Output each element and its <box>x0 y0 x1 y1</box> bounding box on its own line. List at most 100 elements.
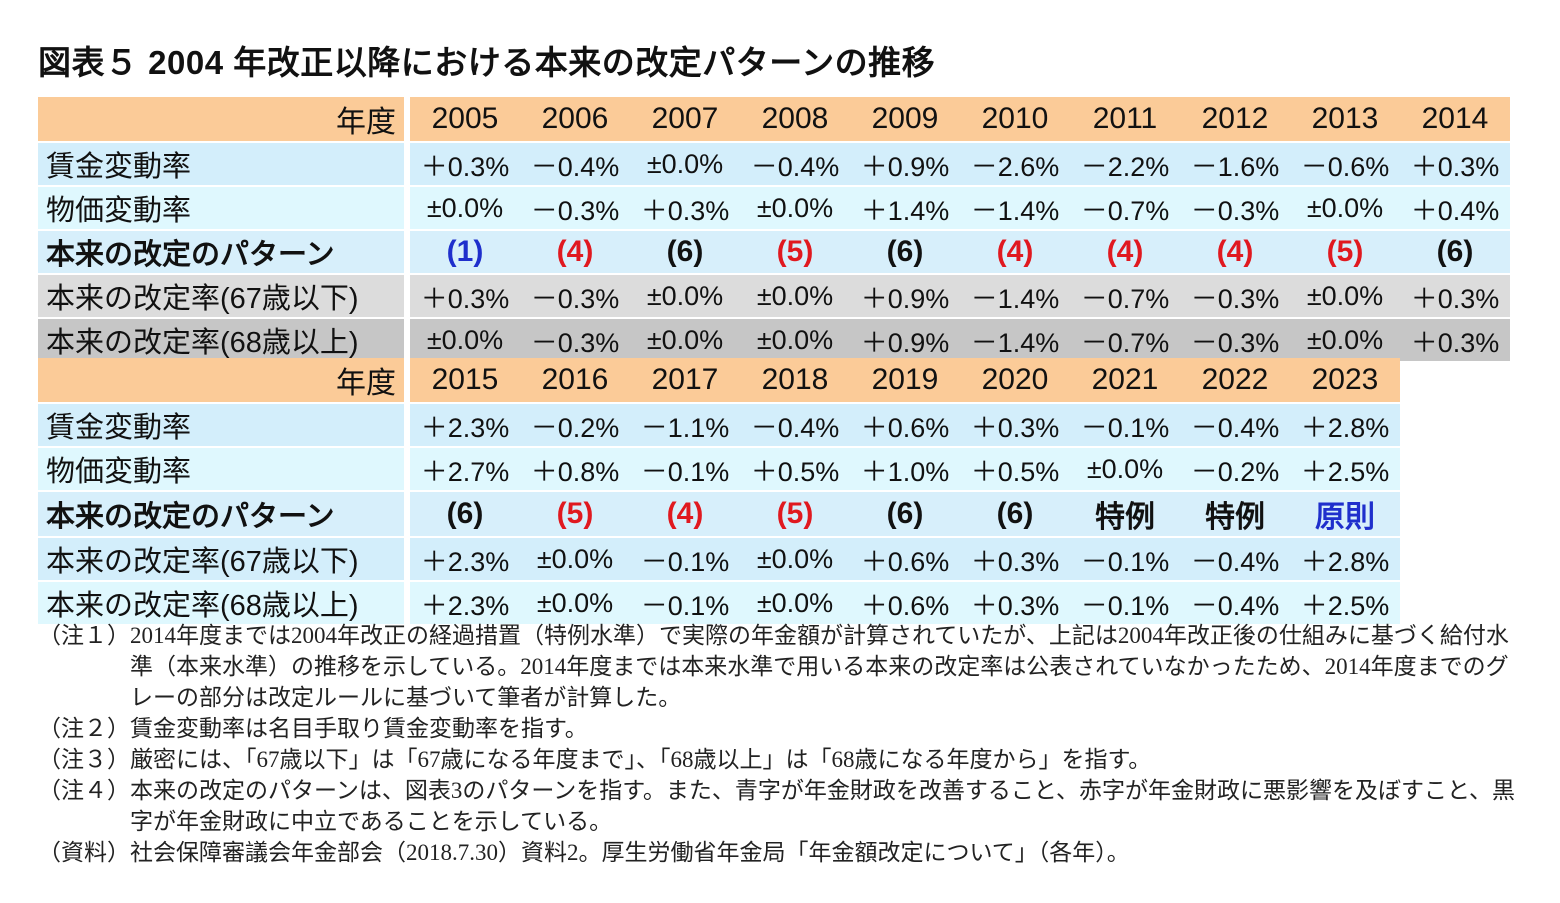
value-cell: ±0.0% <box>520 538 630 582</box>
value-cell: ±0.0% <box>410 187 520 231</box>
value-cell: (5) <box>520 492 630 538</box>
value-cell: (4) <box>960 231 1070 275</box>
wage-change-row: 賃金変動率 ＋2.3% －0.2% －1.1% －0.4% ＋0.6% ＋0.3% －0.1%… <box>38 404 1400 448</box>
year-cell: 2007 <box>630 97 740 143</box>
value-cell: －0.2% <box>520 404 630 448</box>
price-change-row: 物価変動率 ±0.0% －0.3% ＋0.3% ±0.0% ＋1.4% －1.4% －0.7%… <box>38 187 1510 231</box>
year-cell: 2010 <box>960 97 1070 143</box>
note-item: （注２） 賃金変動率は名目手取り賃金変動率を指す。 <box>38 713 1518 744</box>
value-cell: ＋2.7% <box>410 448 520 492</box>
value-cell: ±0.0% <box>520 582 630 626</box>
value-cell: (1) <box>410 231 520 275</box>
value-cell: (5) <box>740 492 850 538</box>
year-cell: 2015 <box>410 358 520 404</box>
price-change-row: 物価変動率 ＋2.7% ＋0.8% －0.1% ＋0.5% ＋1.0% ＋0.5% ±0.0%… <box>38 448 1400 492</box>
value-cell: －0.4% <box>520 143 630 187</box>
value-cell: ＋0.5% <box>960 448 1070 492</box>
year-header-row: 年度 2015 2016 2017 2018 2019 2020 2021 2022 2023 <box>38 358 1400 404</box>
note-item: （注３） 厳密には、「67歳以下」は「67歳になる年度まで」、「68歳以上」は「6… <box>38 744 1518 775</box>
value-cell: 特例 <box>1180 492 1290 538</box>
value-cell: ＋2.3% <box>410 582 520 626</box>
year-cell: 2018 <box>740 358 850 404</box>
value-cell: ±0.0% <box>740 187 850 231</box>
note-item: （注４） 本来の改定のパターンは、図表3のパターンを指す。また、青字が年金財政を改… <box>38 775 1518 837</box>
figure-title: 図表５ 2004 年改正以降における本来の改定パターンの推移 <box>38 44 936 81</box>
value-cell: (4) <box>1070 231 1180 275</box>
value-cell: －0.3% <box>520 187 630 231</box>
value-cell: 特例 <box>1070 492 1180 538</box>
row-label: 本来の改定のパターン <box>38 231 410 275</box>
value-cell: －0.3% <box>1180 275 1290 319</box>
note-tag: （注２） <box>38 716 130 741</box>
year-cell: 2019 <box>850 358 960 404</box>
value-cell: ＋0.9% <box>850 319 960 363</box>
row-label: 年度 <box>38 358 410 404</box>
row-label: 本来の改定のパターン <box>38 492 410 538</box>
note-text: 賃金変動率は名目手取り賃金変動率を指す。 <box>130 716 588 741</box>
value-cell: (4) <box>630 492 740 538</box>
revision-rate-67-row: 本来の改定率(67歳以下) ＋0.3% －0.3% ±0.0% ±0.0% ＋0.9% －1… <box>38 275 1510 319</box>
pension-table-2015-2023: 年度 2015 2016 2017 2018 2019 2020 2021 2022 2023 賃金… <box>38 358 1400 626</box>
year-cell: 2016 <box>520 358 630 404</box>
value-cell: ＋2.3% <box>410 404 520 448</box>
value-cell: －0.2% <box>1180 448 1290 492</box>
value-cell: ±0.0% <box>740 319 850 363</box>
value-cell: 原則 <box>1290 492 1400 538</box>
value-cell: －1.6% <box>1180 143 1290 187</box>
value-cell: ±0.0% <box>630 275 740 319</box>
note-tag: （資料） <box>38 840 130 865</box>
value-cell: －0.1% <box>1070 404 1180 448</box>
value-cell: －0.7% <box>1070 187 1180 231</box>
value-cell: ＋2.5% <box>1290 448 1400 492</box>
value-cell: －0.4% <box>1180 404 1290 448</box>
year-cell: 2011 <box>1070 97 1180 143</box>
value-cell: －1.4% <box>960 319 1070 363</box>
value-cell: ＋2.8% <box>1290 404 1400 448</box>
note-item: （注１） 2014年度までは2004年改正の経過措置（特例水準）で実際の年金額が計… <box>38 620 1518 713</box>
revision-rate-68-row: 本来の改定率(68歳以上) ＋2.3% ±0.0% －0.1% ±0.0% ＋0.6% ＋0… <box>38 582 1400 626</box>
value-cell: ±0.0% <box>1290 319 1400 363</box>
value-cell: ＋0.3% <box>1400 275 1510 319</box>
value-cell: (5) <box>1290 231 1400 275</box>
value-cell: (5) <box>740 231 850 275</box>
row-label: 賃金変動率 <box>38 404 410 448</box>
value-cell: －0.4% <box>740 404 850 448</box>
note-text: 社会保障審議会年金部会（2018.7.30）資料2。厚生労働省年金局「年金額改定… <box>130 840 1130 865</box>
value-cell: ＋0.5% <box>740 448 850 492</box>
year-cell: 2006 <box>520 97 630 143</box>
value-cell: －0.3% <box>520 275 630 319</box>
pension-table-2005-2014: 年度 2005 2006 2007 2008 2009 2010 2011 2012 2013 20… <box>38 97 1510 363</box>
value-cell: ＋2.8% <box>1290 538 1400 582</box>
note-text: 本来の改定のパターンは、図表3のパターンを指す。また、青字が年金財政を改善するこ… <box>130 778 1516 834</box>
value-cell: －0.7% <box>1070 275 1180 319</box>
value-cell: ＋1.0% <box>850 448 960 492</box>
revision-rate-68-row: 本来の改定率(68歳以上) ±0.0% －0.3% ±0.0% ±0.0% ＋0.9% －1… <box>38 319 1510 363</box>
value-cell: ＋2.5% <box>1290 582 1400 626</box>
year-cell: 2005 <box>410 97 520 143</box>
value-cell: ＋0.3% <box>960 582 1070 626</box>
value-cell: ＋0.3% <box>960 404 1070 448</box>
value-cell: －0.4% <box>740 143 850 187</box>
value-cell: ±0.0% <box>630 143 740 187</box>
value-cell: －0.3% <box>520 319 630 363</box>
value-cell: (6) <box>1400 231 1510 275</box>
note-tag: （注１） <box>38 623 130 648</box>
value-cell: (4) <box>520 231 630 275</box>
note-tag: （注３） <box>38 747 130 772</box>
value-cell: －1.4% <box>960 187 1070 231</box>
value-cell: (6) <box>850 231 960 275</box>
value-cell: (6) <box>410 492 520 538</box>
value-cell: (6) <box>850 492 960 538</box>
note-tag: （注４） <box>38 778 130 803</box>
year-cell: 2013 <box>1290 97 1400 143</box>
row-label: 物価変動率 <box>38 187 410 231</box>
value-cell: ＋0.4% <box>1400 187 1510 231</box>
value-cell: ＋2.3% <box>410 538 520 582</box>
value-cell: －0.6% <box>1290 143 1400 187</box>
note-text: 2014年度までは2004年改正の経過措置（特例水準）で実際の年金額が計算されて… <box>130 623 1509 710</box>
value-cell: ±0.0% <box>1290 187 1400 231</box>
value-cell: －2.2% <box>1070 143 1180 187</box>
value-cell: (6) <box>960 492 1070 538</box>
value-cell: －1.1% <box>630 404 740 448</box>
value-cell: ±0.0% <box>410 319 520 363</box>
